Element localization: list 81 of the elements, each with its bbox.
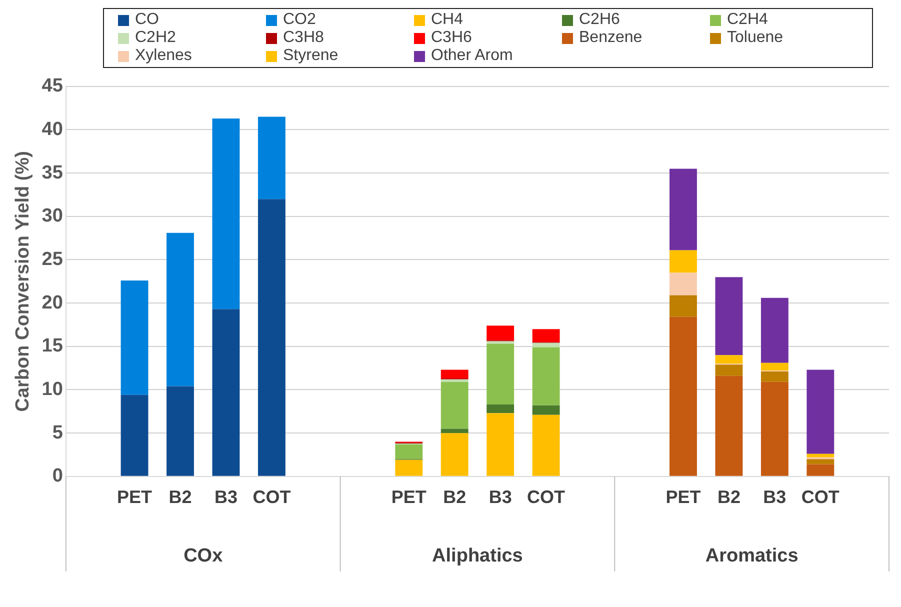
y-tick-label: 10 bbox=[42, 378, 63, 400]
bar bbox=[760, 382, 788, 476]
x-tick-label: B3 bbox=[763, 487, 786, 508]
legend-label: C2H2 bbox=[135, 29, 176, 47]
legend-label: Styrene bbox=[283, 47, 338, 65]
bar bbox=[440, 370, 468, 378]
bar bbox=[486, 413, 514, 476]
bar bbox=[715, 376, 743, 476]
x-tick-label: B3 bbox=[214, 487, 238, 508]
y-tick-label: 40 bbox=[42, 118, 63, 140]
bar bbox=[395, 444, 423, 460]
bar bbox=[670, 295, 697, 317]
bar bbox=[486, 344, 514, 404]
x-tick-label: COT bbox=[252, 487, 291, 508]
legend-label: Other Arom bbox=[431, 47, 513, 65]
text: Aromatics bbox=[705, 546, 798, 567]
bar bbox=[395, 460, 423, 476]
bar bbox=[258, 116, 286, 200]
x-tick-label: COT bbox=[527, 487, 566, 508]
bar bbox=[440, 379, 468, 382]
x-tick-label: B2 bbox=[443, 487, 466, 508]
bar bbox=[440, 428, 468, 434]
bar bbox=[760, 362, 788, 371]
legend-label: C2H6 bbox=[579, 11, 620, 29]
y-tick-label: 15 bbox=[42, 336, 64, 357]
bar bbox=[258, 199, 286, 476]
bar bbox=[670, 316, 697, 476]
bar bbox=[806, 459, 834, 464]
bar bbox=[440, 382, 468, 429]
bar bbox=[670, 168, 697, 250]
bar bbox=[212, 118, 240, 310]
bar bbox=[212, 309, 240, 476]
bar bbox=[532, 347, 560, 406]
bar bbox=[486, 341, 514, 344]
legend-label: C3H8 bbox=[283, 29, 324, 47]
x-tick-label: B3 bbox=[488, 487, 512, 508]
legend-label: CO2 bbox=[283, 11, 316, 29]
bar bbox=[532, 414, 560, 476]
bar bbox=[806, 464, 834, 476]
legend-label: C3H6 bbox=[431, 29, 472, 47]
x-tick-label: PET bbox=[117, 487, 152, 508]
bar bbox=[715, 364, 743, 376]
text: COx bbox=[184, 546, 224, 567]
legend-label: CO bbox=[135, 11, 159, 29]
x-tick-label: PET bbox=[666, 487, 701, 508]
y-tick-label: 45 bbox=[42, 76, 64, 97]
bar bbox=[532, 405, 560, 415]
x-tick-label: B2 bbox=[717, 487, 740, 508]
bar bbox=[715, 355, 743, 364]
legend-label: CH4 bbox=[431, 11, 464, 29]
bar bbox=[806, 454, 834, 458]
y-tick-label: 5 bbox=[52, 422, 64, 444]
y-tick-label: 25 bbox=[42, 248, 64, 270]
bar bbox=[166, 232, 194, 386]
bar bbox=[440, 433, 468, 476]
bar bbox=[486, 404, 514, 414]
legend-label: Benzene bbox=[579, 29, 642, 47]
bar bbox=[670, 272, 697, 296]
y-tick-label: 20 bbox=[42, 292, 63, 314]
bar bbox=[120, 280, 148, 395]
y-tick-label: 35 bbox=[42, 162, 64, 184]
x-tick-label: B2 bbox=[168, 487, 192, 508]
bar bbox=[760, 372, 788, 382]
y-tick-label: 0 bbox=[52, 466, 63, 487]
x-tick-label: PET bbox=[391, 487, 426, 508]
bar bbox=[670, 250, 697, 273]
bar bbox=[486, 326, 514, 340]
bar bbox=[806, 370, 834, 454]
legend-label: Xylenes bbox=[135, 47, 192, 65]
bar bbox=[532, 342, 560, 348]
bar bbox=[166, 386, 194, 476]
x-tick-label: COT bbox=[801, 487, 840, 508]
legend-label: C2H4 bbox=[727, 11, 768, 29]
legend-label: Toluene bbox=[727, 29, 784, 47]
text: Aliphatics bbox=[432, 546, 523, 567]
y-tick-label: 30 bbox=[42, 206, 63, 227]
bar bbox=[760, 298, 788, 363]
bar bbox=[120, 394, 148, 476]
y-axis-title: Carbon Conversion Yield (%) bbox=[12, 151, 34, 412]
bar bbox=[532, 329, 560, 342]
bar bbox=[715, 277, 743, 356]
